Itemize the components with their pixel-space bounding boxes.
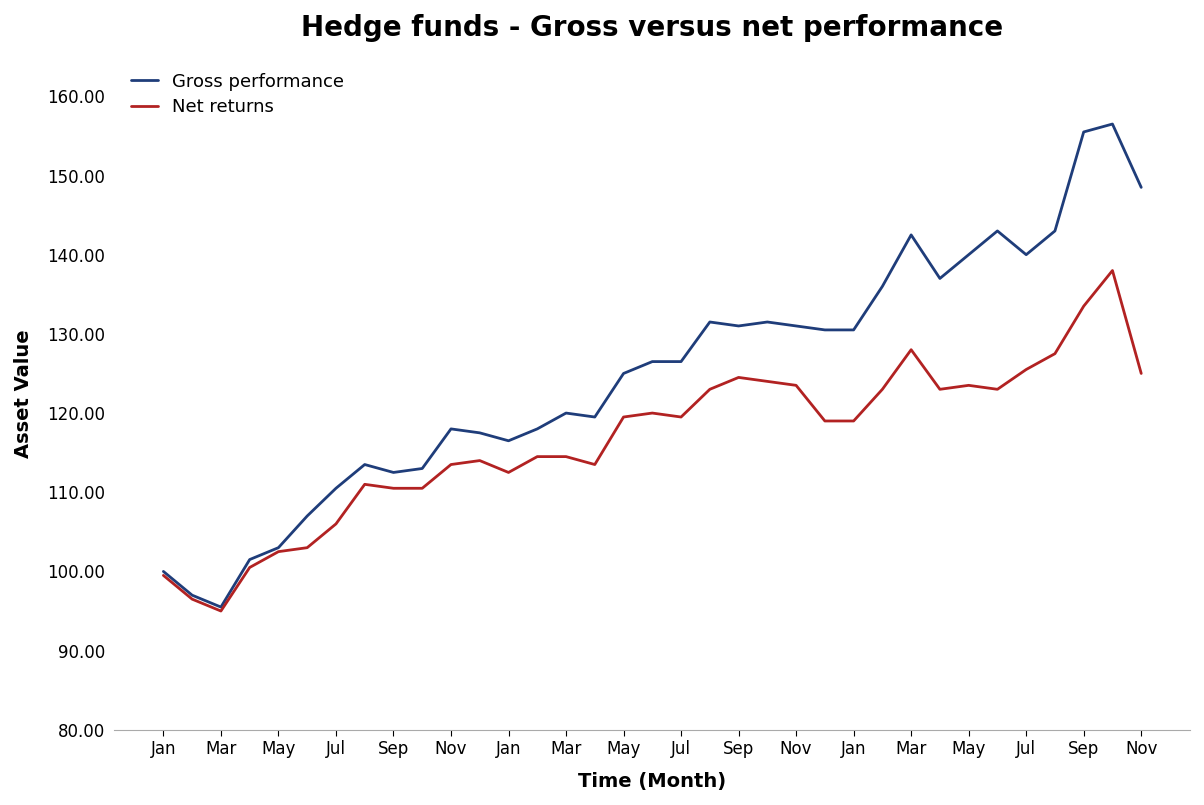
Net returns — [1019, 365, 1033, 374]
Net returns — [242, 563, 256, 572]
Net returns — [674, 412, 689, 422]
Gross performance — [358, 460, 372, 469]
Line: Net returns: Net returns — [164, 270, 1141, 611]
Gross performance — [386, 468, 401, 477]
Y-axis label: Asset Value: Asset Value — [14, 329, 33, 457]
Gross performance — [1047, 226, 1062, 236]
Gross performance — [415, 464, 430, 473]
Net returns — [530, 452, 544, 461]
Gross performance — [213, 602, 228, 612]
Net returns — [904, 345, 919, 354]
Net returns — [846, 416, 861, 426]
X-axis label: Time (Month): Time (Month) — [578, 772, 726, 791]
Gross performance — [846, 325, 861, 335]
Gross performance — [444, 424, 459, 434]
Gross performance — [242, 555, 256, 564]
Gross performance — [185, 590, 200, 600]
Gross performance — [1076, 127, 1091, 137]
Gross performance — [731, 321, 745, 331]
Net returns — [1105, 266, 1120, 275]
Gross performance — [300, 511, 314, 521]
Gross performance — [271, 543, 285, 552]
Net returns — [213, 606, 228, 616]
Net returns — [415, 484, 430, 493]
Net returns — [271, 547, 285, 556]
Net returns — [501, 468, 515, 477]
Net returns — [472, 456, 486, 465]
Net returns — [157, 571, 171, 580]
Gross performance — [157, 567, 171, 576]
Net returns — [962, 381, 976, 390]
Legend: Gross performance, Net returns: Gross performance, Net returns — [124, 66, 352, 123]
Gross performance — [588, 412, 602, 422]
Gross performance — [933, 274, 948, 283]
Gross performance — [703, 317, 718, 327]
Gross performance — [616, 369, 631, 378]
Net returns — [1076, 301, 1091, 311]
Gross performance — [674, 357, 689, 366]
Net returns — [703, 385, 718, 394]
Gross performance — [990, 226, 1004, 236]
Gross performance — [1019, 250, 1033, 259]
Net returns — [818, 416, 832, 426]
Gross performance — [472, 428, 486, 438]
Line: Gross performance: Gross performance — [164, 124, 1141, 607]
Gross performance — [530, 424, 544, 434]
Gross performance — [1105, 119, 1120, 129]
Gross performance — [789, 321, 803, 331]
Gross performance — [875, 282, 890, 291]
Net returns — [1047, 349, 1062, 358]
Gross performance — [904, 230, 919, 240]
Net returns — [185, 594, 200, 604]
Net returns — [875, 385, 890, 394]
Net returns — [645, 408, 660, 418]
Gross performance — [329, 484, 343, 493]
Net returns — [616, 412, 631, 422]
Net returns — [990, 385, 1004, 394]
Title: Hedge funds - Gross versus net performance: Hedge funds - Gross versus net performan… — [301, 14, 1003, 42]
Net returns — [559, 452, 573, 461]
Gross performance — [559, 408, 573, 418]
Net returns — [329, 519, 343, 529]
Gross performance — [1134, 183, 1149, 192]
Net returns — [760, 377, 774, 386]
Net returns — [731, 373, 745, 382]
Gross performance — [645, 357, 660, 366]
Gross performance — [962, 250, 976, 259]
Gross performance — [760, 317, 774, 327]
Net returns — [789, 381, 803, 390]
Net returns — [933, 385, 948, 394]
Gross performance — [818, 325, 832, 335]
Gross performance — [501, 436, 515, 446]
Net returns — [588, 460, 602, 469]
Net returns — [1134, 369, 1149, 378]
Net returns — [358, 480, 372, 489]
Net returns — [386, 484, 401, 493]
Net returns — [444, 460, 459, 469]
Net returns — [300, 543, 314, 552]
